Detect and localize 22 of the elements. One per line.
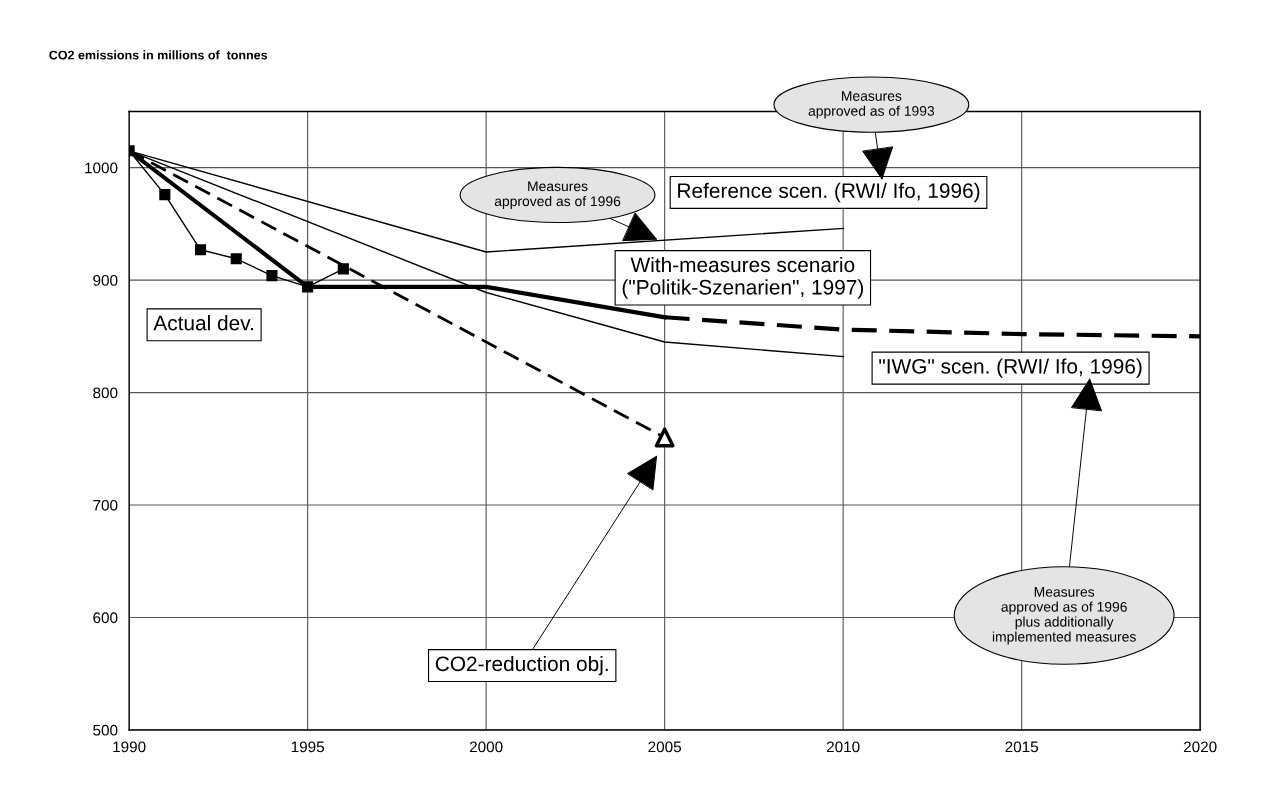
x-tick-label: 2010 (826, 741, 860, 753)
y-tick-label: 1000 (85, 162, 118, 174)
x-tick-label: 2005 (648, 741, 681, 753)
x-tick-label: 1995 (291, 741, 324, 753)
x-tick-label: 2000 (469, 741, 503, 753)
annotation: Measures approved as of 1993 (808, 91, 935, 119)
y-axis-title: CO2 emissions in millions of tonnes (49, 50, 268, 60)
y-tick-label: 500 (93, 724, 118, 736)
x-tick-label: 2015 (1005, 741, 1039, 753)
annotation: Reference scen. (RWI/ Ifo, 1996) (678, 182, 980, 203)
annotation: Measures approved as of 1996 (494, 181, 621, 209)
x-tick-label: 2020 (1183, 741, 1217, 753)
annotation: Measures approved as of 1996 plus additionally implemented measures (992, 587, 1136, 645)
y-tick-label: 800 (93, 387, 118, 399)
y-tick-label: 600 (93, 612, 118, 624)
annotation: Actual dev. (153, 315, 253, 331)
annotation: "IWG" scen. (RWI/ Ifo, 1996) (879, 358, 1142, 378)
annotation: With-measures scenario ("Politik-Szenarien", 1997) (622, 256, 863, 299)
y-tick-label: 900 (93, 274, 118, 286)
x-tick-label: 1990 (113, 741, 146, 753)
annotation: CO2-reduction obj. (435, 655, 608, 676)
y-tick-label: 700 (93, 499, 118, 511)
